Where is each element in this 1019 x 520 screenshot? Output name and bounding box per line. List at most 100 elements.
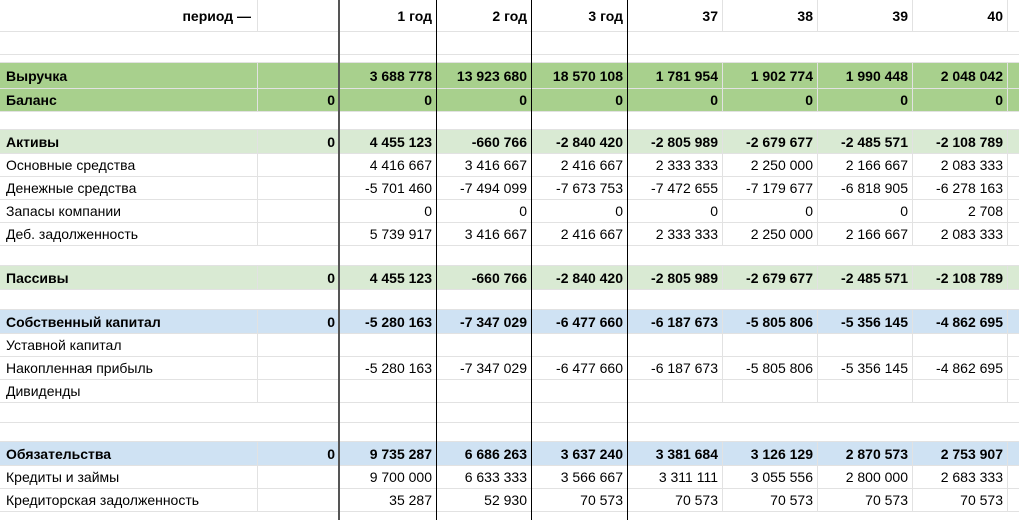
- value-cell[interactable]: [913, 380, 1008, 402]
- obligations-row[interactable]: Обязательства 0 9 735 287 6 686 263 3 63…: [0, 442, 1019, 466]
- col-b-value[interactable]: 0: [258, 130, 340, 153]
- period-label[interactable]: период —: [0, 0, 258, 31]
- value-cell[interactable]: -7 347 029: [437, 357, 532, 379]
- value-cell[interactable]: [437, 380, 532, 402]
- col-b-value[interactable]: 0: [258, 266, 340, 289]
- value-cell[interactable]: 2 250 000: [723, 223, 818, 245]
- value-cell[interactable]: 2 333 333: [628, 154, 723, 176]
- value-cell[interactable]: 3 416 667: [437, 223, 532, 245]
- value-cell[interactable]: -660 766: [437, 266, 532, 289]
- share-capital-row[interactable]: Уставной капитал: [0, 334, 1019, 357]
- value-cell[interactable]: 1 990 448: [818, 63, 913, 88]
- value-cell[interactable]: [628, 380, 723, 402]
- value-cell[interactable]: 3 416 667: [437, 154, 532, 176]
- value-cell[interactable]: 0: [437, 89, 532, 111]
- value-cell[interactable]: 2 753 907: [913, 442, 1008, 465]
- value-cell[interactable]: 2 683 333: [913, 466, 1008, 488]
- col-b-value[interactable]: [258, 223, 340, 245]
- row-label[interactable]: Деб. задолженность: [0, 223, 258, 245]
- period-header[interactable]: 40: [913, 0, 1008, 31]
- empty-row[interactable]: [0, 403, 1019, 423]
- period-header[interactable]: 39: [818, 0, 913, 31]
- col-b-value[interactable]: [258, 334, 340, 356]
- row-label[interactable]: Накопленная прибыль: [0, 357, 258, 379]
- value-cell[interactable]: 0: [723, 89, 818, 111]
- value-cell[interactable]: [628, 334, 723, 356]
- value-cell[interactable]: -2 108 789: [913, 266, 1008, 289]
- value-cell[interactable]: 4 455 123: [340, 266, 437, 289]
- empty-row[interactable]: [0, 32, 1019, 55]
- value-cell[interactable]: [532, 380, 628, 402]
- value-cell[interactable]: 0: [913, 89, 1008, 111]
- value-cell[interactable]: -7 673 753: [532, 177, 628, 199]
- value-cell[interactable]: 0: [532, 200, 628, 222]
- value-cell[interactable]: -5 805 806: [723, 357, 818, 379]
- value-cell[interactable]: [818, 380, 913, 402]
- row-label[interactable]: Дивиденды: [0, 380, 258, 402]
- value-cell[interactable]: 2 083 333: [913, 154, 1008, 176]
- value-cell[interactable]: -5 356 145: [818, 357, 913, 379]
- value-cell[interactable]: [723, 334, 818, 356]
- loans-row[interactable]: Кредиты и займы 9 700 000 6 633 333 3 56…: [0, 466, 1019, 489]
- value-cell[interactable]: 0: [437, 200, 532, 222]
- receivables-row[interactable]: Деб. задолженность 5 739 917 3 416 667 2…: [0, 223, 1019, 246]
- value-cell[interactable]: -2 679 677: [723, 130, 818, 153]
- value-cell[interactable]: 70 573: [532, 489, 628, 511]
- value-cell[interactable]: [340, 334, 437, 356]
- revenue-row[interactable]: Выручка 3 688 778 13 923 680 18 570 108 …: [0, 63, 1019, 89]
- value-cell[interactable]: 6 686 263: [437, 442, 532, 465]
- retained-earnings-row[interactable]: Накопленная прибыль -5 280 163 -7 347 02…: [0, 357, 1019, 380]
- value-cell[interactable]: -6 187 673: [628, 357, 723, 379]
- row-label[interactable]: Баланс: [0, 89, 258, 111]
- value-cell[interactable]: 0: [723, 200, 818, 222]
- value-cell[interactable]: [913, 334, 1008, 356]
- col-b-value[interactable]: [258, 200, 340, 222]
- value-cell[interactable]: 3 381 684: [628, 442, 723, 465]
- value-cell[interactable]: -5 356 145: [818, 310, 913, 333]
- period-header[interactable]: 37: [628, 0, 723, 31]
- value-cell[interactable]: 0: [340, 200, 437, 222]
- value-cell[interactable]: 2 083 333: [913, 223, 1008, 245]
- period-header[interactable]: 2 год: [437, 0, 532, 31]
- value-cell[interactable]: 3 126 129: [723, 442, 818, 465]
- empty-row[interactable]: [0, 112, 1019, 130]
- value-cell[interactable]: 4 455 123: [340, 130, 437, 153]
- assets-row[interactable]: Активы 0 4 455 123 -660 766 -2 840 420 -…: [0, 130, 1019, 154]
- value-cell[interactable]: 2 048 042: [913, 63, 1008, 88]
- value-cell[interactable]: 0: [628, 89, 723, 111]
- value-cell[interactable]: 9 700 000: [340, 466, 437, 488]
- value-cell[interactable]: -2 840 420: [532, 266, 628, 289]
- value-cell[interactable]: -7 494 099: [437, 177, 532, 199]
- header-col-b[interactable]: [258, 0, 340, 31]
- value-cell[interactable]: -6 818 905: [818, 177, 913, 199]
- value-cell[interactable]: 0: [532, 89, 628, 111]
- col-b-value[interactable]: 0: [258, 310, 340, 333]
- value-cell[interactable]: -2 485 571: [818, 266, 913, 289]
- row-label[interactable]: Кредиты и займы: [0, 466, 258, 488]
- value-cell[interactable]: -7 472 655: [628, 177, 723, 199]
- balance-row[interactable]: Баланс 0 0 0 0 0 0 0 0: [0, 89, 1019, 112]
- col-b-value[interactable]: 0: [258, 89, 340, 111]
- value-cell[interactable]: -5 701 460: [340, 177, 437, 199]
- value-cell[interactable]: 52 930: [437, 489, 532, 511]
- value-cell[interactable]: -6 477 660: [532, 310, 628, 333]
- fixed-assets-row[interactable]: Основные средства 4 416 667 3 416 667 2 …: [0, 154, 1019, 177]
- period-header[interactable]: 1 год: [340, 0, 437, 31]
- value-cell[interactable]: 2 708: [913, 200, 1008, 222]
- value-cell[interactable]: -5 280 163: [340, 357, 437, 379]
- row-label[interactable]: Выручка: [0, 63, 258, 88]
- row-label[interactable]: Активы: [0, 130, 258, 153]
- col-b-value[interactable]: [258, 63, 340, 88]
- value-cell[interactable]: 0: [340, 89, 437, 111]
- empty-row[interactable]: [0, 423, 1019, 442]
- value-cell[interactable]: -6 187 673: [628, 310, 723, 333]
- value-cell[interactable]: -7 347 029: [437, 310, 532, 333]
- value-cell[interactable]: 5 739 917: [340, 223, 437, 245]
- value-cell[interactable]: 2 250 000: [723, 154, 818, 176]
- value-cell[interactable]: 9 735 287: [340, 442, 437, 465]
- empty-row[interactable]: [0, 290, 1019, 310]
- value-cell[interactable]: -4 862 695: [913, 310, 1008, 333]
- value-cell[interactable]: 2 166 667: [818, 223, 913, 245]
- row-label[interactable]: Основные средства: [0, 154, 258, 176]
